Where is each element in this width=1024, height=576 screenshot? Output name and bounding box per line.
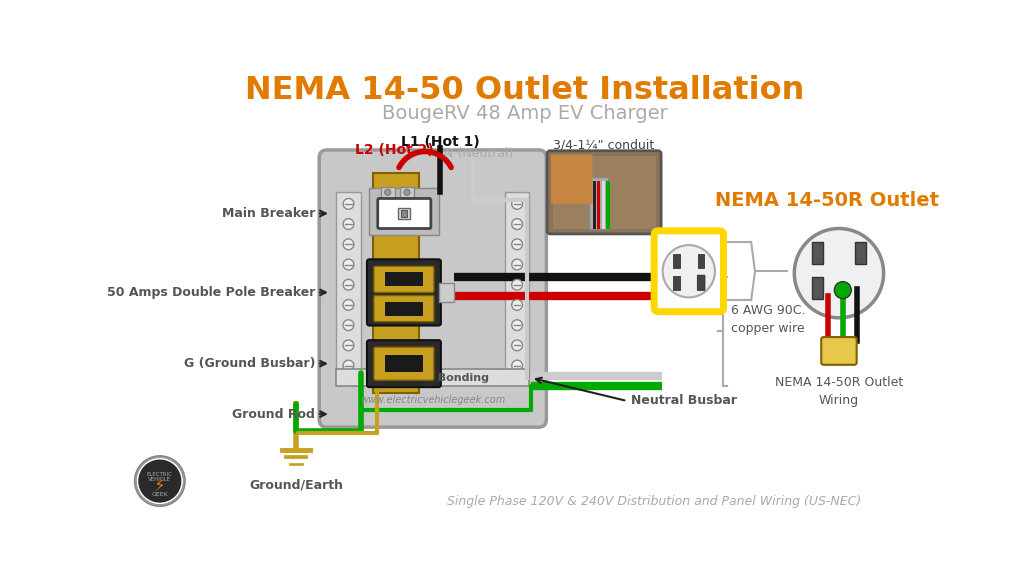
FancyBboxPatch shape bbox=[367, 259, 441, 325]
FancyBboxPatch shape bbox=[367, 340, 441, 387]
Bar bbox=[593, 181, 596, 229]
Text: Ground Rod: Ground Rod bbox=[232, 408, 315, 420]
Bar bbox=[674, 255, 680, 268]
Bar bbox=[438, 283, 454, 302]
Text: VEHICLE: VEHICLE bbox=[148, 477, 171, 482]
Circle shape bbox=[663, 245, 715, 297]
Bar bbox=[385, 355, 423, 373]
Circle shape bbox=[403, 190, 410, 195]
Text: Single Phase 120V & 240V Distribution and Panel Wiring (US-NEC): Single Phase 120V & 240V Distribution an… bbox=[447, 495, 861, 509]
Text: NEMA 14-50R Outlet
Wiring: NEMA 14-50R Outlet Wiring bbox=[775, 376, 903, 407]
FancyBboxPatch shape bbox=[374, 347, 434, 380]
Circle shape bbox=[512, 239, 522, 249]
Text: G (Ground Busbar): G (Ground Busbar) bbox=[184, 357, 315, 370]
Text: 3/4-1¼" conduit: 3/4-1¼" conduit bbox=[554, 138, 654, 151]
Circle shape bbox=[512, 300, 522, 310]
Bar bbox=[855, 242, 866, 264]
Circle shape bbox=[512, 340, 522, 351]
Text: L1 (Hot 1): L1 (Hot 1) bbox=[401, 135, 480, 149]
Bar bbox=[698, 255, 705, 268]
Bar bbox=[553, 156, 655, 229]
Bar bbox=[370, 188, 438, 234]
Circle shape bbox=[512, 259, 522, 270]
Text: GEEK: GEEK bbox=[152, 492, 168, 498]
Circle shape bbox=[343, 199, 354, 209]
Circle shape bbox=[343, 320, 354, 331]
Text: NEMA 14-50R Outlet: NEMA 14-50R Outlet bbox=[716, 191, 939, 210]
Text: ELECTRIC: ELECTRIC bbox=[146, 472, 173, 478]
Text: ⚡: ⚡ bbox=[154, 477, 166, 495]
FancyBboxPatch shape bbox=[319, 150, 547, 427]
Circle shape bbox=[795, 229, 884, 318]
Bar bbox=[674, 276, 680, 290]
Bar bbox=[812, 242, 823, 264]
FancyBboxPatch shape bbox=[374, 266, 434, 293]
Circle shape bbox=[512, 219, 522, 229]
FancyBboxPatch shape bbox=[821, 337, 857, 365]
Bar bbox=[589, 177, 608, 229]
FancyBboxPatch shape bbox=[374, 295, 434, 321]
Bar bbox=[401, 210, 408, 217]
FancyBboxPatch shape bbox=[378, 199, 431, 229]
Circle shape bbox=[512, 320, 522, 331]
Circle shape bbox=[343, 259, 354, 270]
Circle shape bbox=[343, 340, 354, 351]
Text: 6 AWG 90C.
copper wire: 6 AWG 90C. copper wire bbox=[731, 304, 806, 335]
Bar bbox=[505, 192, 529, 377]
Text: Ground/Earth: Ground/Earth bbox=[249, 479, 343, 491]
Bar bbox=[606, 181, 609, 229]
Text: Electrical Bonding: Electrical Bonding bbox=[376, 373, 489, 383]
Text: N (Neutral): N (Neutral) bbox=[444, 147, 514, 160]
Bar bbox=[400, 187, 414, 198]
Bar bbox=[381, 187, 394, 198]
Circle shape bbox=[343, 300, 354, 310]
Bar bbox=[597, 181, 600, 229]
Text: www.electricvehiclegeek.com: www.electricvehiclegeek.com bbox=[360, 395, 506, 406]
Bar bbox=[373, 173, 419, 392]
Circle shape bbox=[512, 279, 522, 290]
Text: BougeRV 48 Amp EV Charger: BougeRV 48 Amp EV Charger bbox=[382, 104, 668, 123]
Circle shape bbox=[343, 279, 354, 290]
Circle shape bbox=[512, 360, 522, 371]
Circle shape bbox=[343, 239, 354, 249]
Text: Neutral Busbar: Neutral Busbar bbox=[631, 395, 737, 407]
Circle shape bbox=[138, 460, 181, 503]
Text: Main Breaker: Main Breaker bbox=[222, 207, 315, 220]
Circle shape bbox=[835, 282, 851, 298]
Circle shape bbox=[385, 190, 391, 195]
Bar bbox=[385, 302, 423, 316]
Bar bbox=[336, 369, 529, 386]
Circle shape bbox=[512, 199, 522, 209]
FancyBboxPatch shape bbox=[551, 154, 593, 204]
Circle shape bbox=[135, 456, 184, 506]
Circle shape bbox=[343, 360, 354, 371]
Bar bbox=[602, 181, 605, 229]
Bar bbox=[336, 192, 360, 377]
Text: L2 (Hot 2): L2 (Hot 2) bbox=[355, 143, 433, 157]
FancyBboxPatch shape bbox=[697, 275, 705, 290]
Text: NEMA 14-50 Outlet Installation: NEMA 14-50 Outlet Installation bbox=[245, 75, 805, 106]
Text: 50 Amps Double Pole Breaker: 50 Amps Double Pole Breaker bbox=[106, 286, 315, 299]
Bar bbox=[385, 272, 423, 286]
FancyBboxPatch shape bbox=[654, 231, 724, 312]
Circle shape bbox=[343, 219, 354, 229]
Bar bbox=[398, 208, 411, 219]
Bar bbox=[812, 277, 823, 298]
FancyBboxPatch shape bbox=[547, 151, 662, 234]
